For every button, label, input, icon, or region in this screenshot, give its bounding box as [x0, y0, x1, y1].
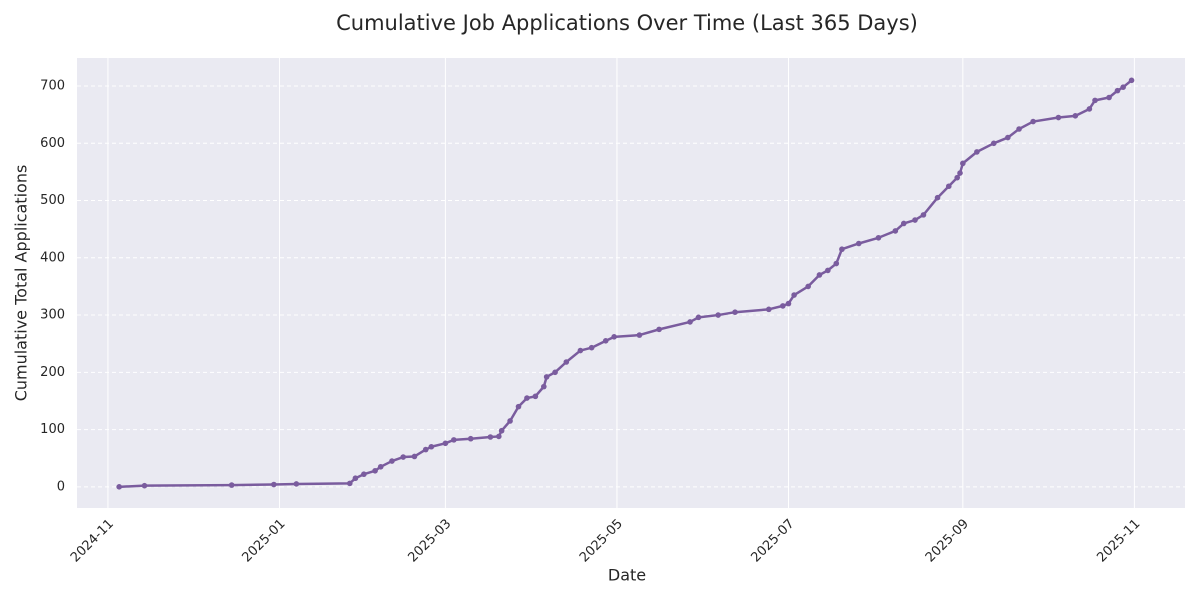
- point: [515, 403, 522, 410]
- y-tick-label: 500: [40, 193, 65, 208]
- x-tick-label: 2025-05: [577, 516, 626, 565]
- point: [563, 359, 570, 365]
- plot-area: [77, 58, 1185, 508]
- y-tick-label: 700: [40, 79, 65, 94]
- x-axis-label: Date: [608, 566, 646, 585]
- point: [791, 292, 797, 298]
- point: [974, 149, 980, 155]
- point: [352, 475, 359, 482]
- point: [389, 458, 395, 464]
- point: [1128, 77, 1135, 84]
- point: [833, 260, 840, 267]
- point: [577, 347, 584, 354]
- point: [141, 482, 148, 489]
- x-tick-label: 2025-09: [923, 516, 972, 565]
- point: [1086, 106, 1093, 112]
- point: [954, 174, 961, 181]
- point: [715, 312, 721, 318]
- point: [765, 306, 772, 313]
- y-tick-label: 0: [57, 479, 65, 494]
- point: [543, 374, 550, 380]
- point: [467, 435, 474, 442]
- point: [372, 467, 378, 474]
- point: [1114, 87, 1121, 94]
- point: [900, 220, 907, 227]
- y-tick-label: 600: [40, 136, 65, 151]
- point: [695, 314, 702, 321]
- point: [805, 283, 811, 290]
- x-tick-label: 2025-03: [405, 516, 454, 565]
- y-tick-label: 300: [40, 308, 65, 323]
- point: [1072, 113, 1079, 119]
- point: [611, 334, 617, 340]
- point: [855, 240, 862, 247]
- point: [920, 212, 927, 218]
- point: [498, 427, 505, 434]
- point: [428, 443, 435, 450]
- point: [487, 434, 494, 440]
- point: [785, 300, 792, 307]
- y-tick-label: 200: [40, 365, 65, 380]
- point: [934, 194, 941, 201]
- point: [892, 228, 899, 234]
- y-axis-label: Cumulative Total Applications: [12, 165, 31, 402]
- point: [636, 332, 643, 338]
- point: [945, 183, 952, 190]
- point: [496, 433, 502, 440]
- point: [116, 484, 122, 490]
- point: [1106, 94, 1112, 101]
- point: [960, 160, 966, 167]
- point: [1092, 97, 1098, 104]
- x-tick-label: 2025-07: [749, 516, 798, 565]
- point: [541, 383, 547, 390]
- point: [588, 344, 595, 351]
- point: [1120, 84, 1126, 90]
- point: [293, 481, 300, 487]
- point: [442, 440, 449, 447]
- point: [346, 480, 353, 487]
- point: [732, 309, 738, 315]
- y-tick-label: 400: [40, 250, 65, 265]
- point: [361, 471, 367, 478]
- point: [451, 437, 457, 443]
- point: [875, 234, 882, 241]
- point: [422, 446, 429, 453]
- point: [816, 272, 823, 278]
- point: [400, 454, 407, 460]
- point: [687, 319, 693, 325]
- point: [656, 326, 662, 333]
- point: [1016, 126, 1022, 132]
- x-tick-label: 2025-11: [1094, 516, 1143, 565]
- point: [552, 369, 558, 376]
- point: [271, 481, 277, 488]
- point: [1005, 134, 1011, 141]
- x-tick-label: 2024-11: [68, 516, 117, 565]
- point: [1055, 114, 1062, 121]
- point: [780, 303, 786, 309]
- point: [228, 482, 235, 488]
- x-tick-label: 2025-01: [240, 516, 289, 565]
- point: [912, 217, 918, 223]
- point: [990, 140, 997, 147]
- point: [507, 418, 513, 424]
- point: [957, 170, 963, 176]
- point: [411, 453, 418, 460]
- point: [524, 395, 530, 401]
- point: [602, 338, 609, 344]
- point: [532, 393, 539, 400]
- chart-title: Cumulative Job Applications Over Time (L…: [336, 11, 918, 35]
- point: [839, 246, 845, 253]
- y-tick-label: 100: [40, 422, 65, 437]
- point: [825, 267, 831, 274]
- point: [1030, 118, 1036, 125]
- point: [377, 463, 384, 470]
